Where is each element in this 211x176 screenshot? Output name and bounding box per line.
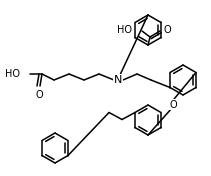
Text: O: O [169,100,177,110]
Text: O: O [35,90,43,100]
Text: N: N [114,75,122,85]
Text: HO: HO [117,25,132,35]
Text: O: O [164,25,172,35]
Text: HO: HO [5,69,20,79]
